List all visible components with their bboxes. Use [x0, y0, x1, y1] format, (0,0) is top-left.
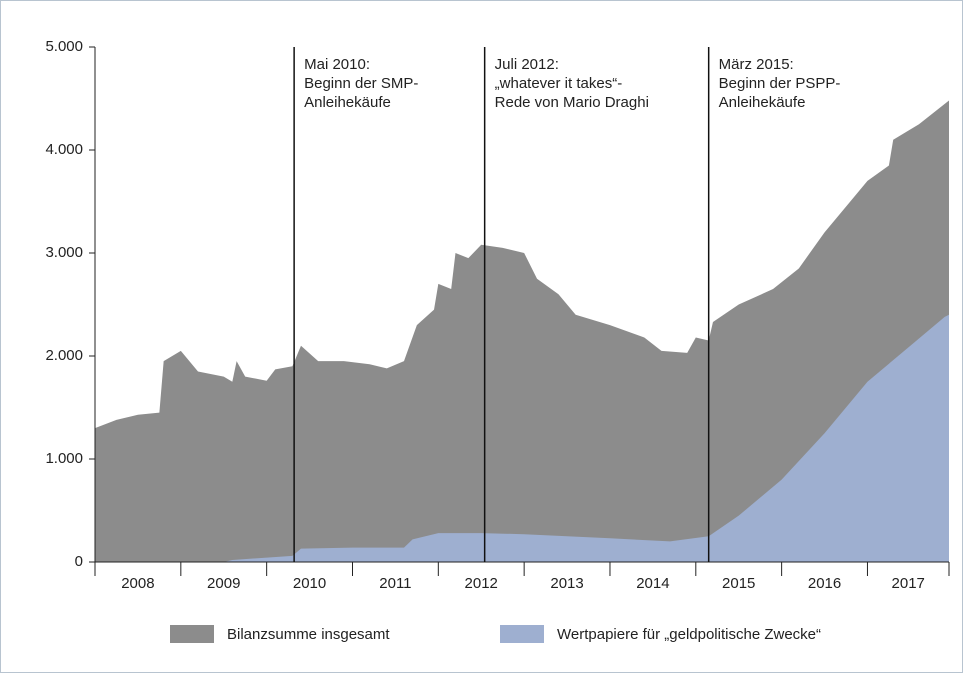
y-tick-label: 1.000 [45, 450, 83, 467]
y-tick-label: 3.000 [45, 244, 83, 261]
x-tick-label: 2009 [207, 575, 240, 592]
annotation: Beginn der PSPP- [719, 75, 841, 92]
annotation: „whatever it takes“- [495, 75, 623, 92]
x-tick-label: 2015 [722, 575, 755, 592]
annotation: Anleihekäufe [304, 94, 391, 111]
x-tick-label: 2010 [293, 575, 326, 592]
legend-label: Bilanzsumme insgesamt [227, 626, 390, 643]
annotation: März 2015: [719, 56, 794, 73]
x-tick-label: 2011 [379, 575, 411, 592]
area [95, 100, 949, 562]
y-tick-label: 0 [75, 553, 83, 570]
annotation: Anleihekäufe [719, 94, 806, 111]
y-tick-label: 5.000 [45, 38, 83, 55]
x-tick-label: 2013 [550, 575, 583, 592]
x-tick-label: 2017 [892, 575, 925, 592]
annotation: Beginn der SMP- [304, 75, 418, 92]
legend-swatch [500, 625, 544, 643]
x-tick-label: 2014 [636, 575, 669, 592]
annotation: Rede von Mario Draghi [495, 94, 649, 111]
legend-label: Wertpapiere für „geldpolitische Zwecke“ [557, 626, 821, 643]
area [95, 314, 949, 562]
legend-swatch [170, 625, 214, 643]
x-tick-label: 2008 [121, 575, 154, 592]
annotation: Mai 2010: [304, 56, 370, 73]
x-tick-label: 2012 [465, 575, 498, 592]
x-tick-label: 2016 [808, 575, 841, 592]
annotation: Juli 2012: [495, 56, 559, 73]
y-tick-label: 4.000 [45, 141, 83, 158]
y-tick-label: 2.000 [45, 347, 83, 364]
